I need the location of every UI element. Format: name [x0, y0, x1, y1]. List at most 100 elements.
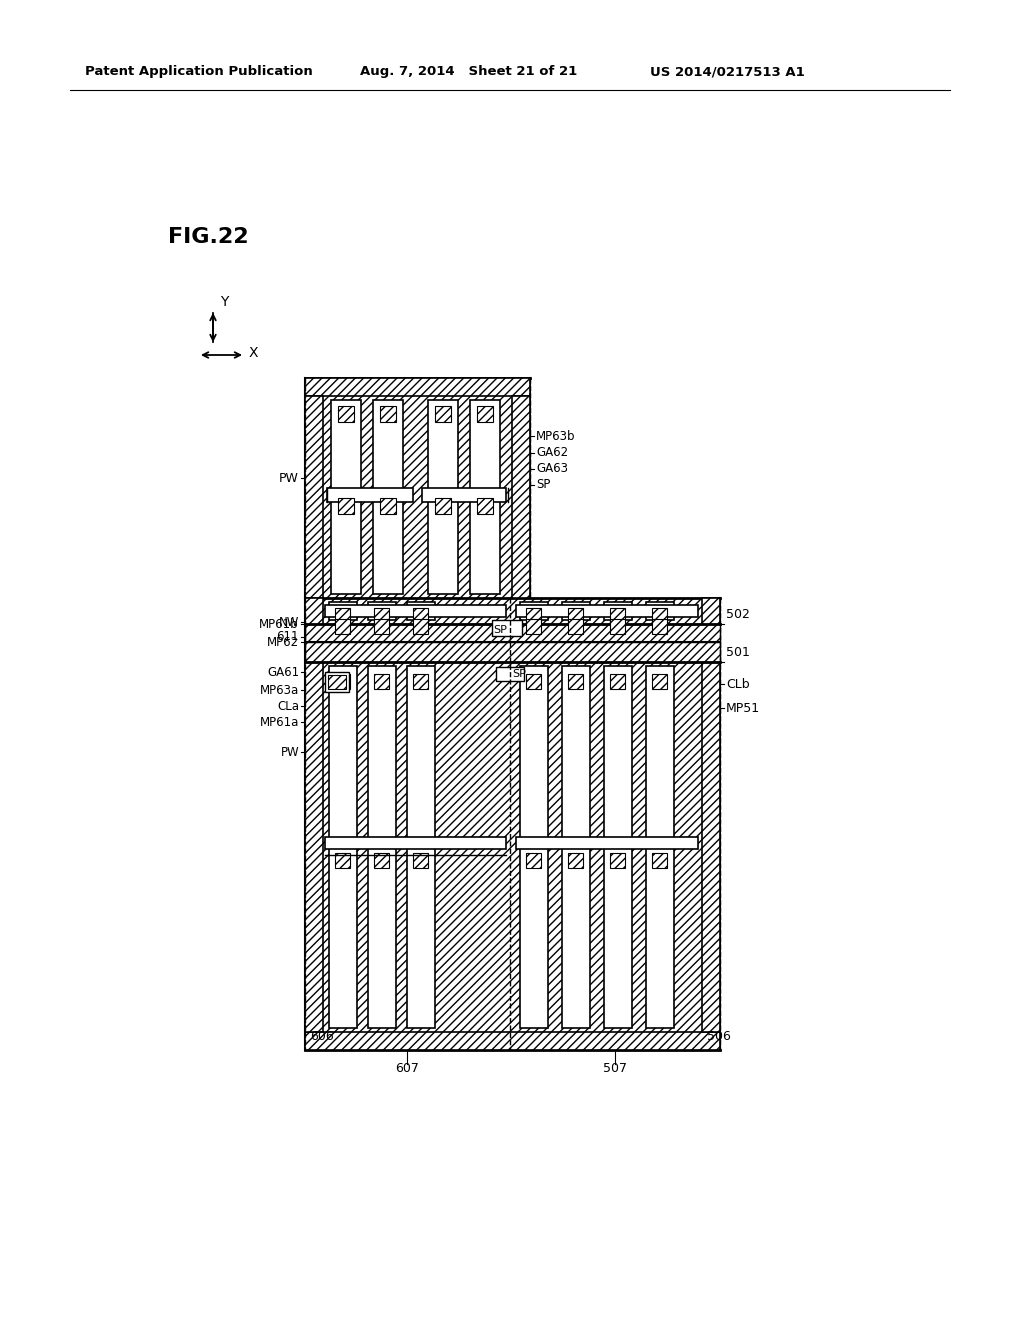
Text: MP61b: MP61b [259, 618, 299, 631]
Bar [413, 609, 428, 623]
Bar [470, 400, 500, 594]
Bar [610, 675, 625, 689]
Bar [510, 598, 702, 1032]
Text: 607: 607 [395, 1061, 419, 1074]
Bar [374, 609, 389, 623]
Text: 501: 501 [726, 647, 750, 660]
Bar [435, 498, 451, 513]
Text: MP61a: MP61a [260, 715, 299, 729]
Bar [652, 853, 667, 869]
Text: SP: SP [494, 624, 507, 635]
Text: CLa: CLa [278, 700, 299, 713]
Bar [652, 609, 667, 623]
Bar [305, 598, 323, 1032]
Bar [526, 609, 541, 623]
Bar [526, 619, 541, 634]
Text: MP63a: MP63a [260, 684, 299, 697]
Bar [373, 400, 403, 594]
Bar [646, 667, 674, 1028]
Bar [646, 602, 674, 620]
Text: GA62: GA62 [536, 446, 568, 459]
Bar [492, 620, 522, 636]
Text: MP63b: MP63b [536, 429, 575, 442]
Bar [325, 837, 506, 849]
Bar [435, 407, 451, 422]
Bar [496, 667, 524, 681]
Bar [477, 498, 493, 513]
Bar [380, 498, 396, 513]
Text: 611: 611 [276, 631, 299, 644]
Text: Aug. 7, 2014   Sheet 21 of 21: Aug. 7, 2014 Sheet 21 of 21 [360, 66, 578, 78]
Bar [305, 642, 720, 663]
Bar [327, 488, 413, 502]
Bar [526, 853, 541, 869]
Bar [329, 602, 357, 620]
Bar [305, 1032, 720, 1049]
Text: GA63: GA63 [536, 462, 568, 475]
Bar [325, 605, 506, 616]
Bar [374, 675, 389, 689]
Bar [428, 400, 458, 594]
Bar [328, 675, 346, 689]
Text: MP62: MP62 [267, 635, 299, 648]
Bar [407, 602, 435, 620]
Text: Patent Application Publication: Patent Application Publication [85, 66, 312, 78]
Bar [652, 675, 667, 689]
Bar [325, 672, 349, 692]
Text: GA61: GA61 [267, 665, 299, 678]
Bar [702, 598, 720, 1032]
Bar [335, 853, 350, 869]
Bar [374, 853, 389, 869]
Bar [335, 675, 350, 689]
Bar [335, 619, 350, 634]
Bar [305, 396, 323, 598]
Bar [380, 407, 396, 422]
Bar [512, 396, 530, 598]
Bar [413, 853, 428, 869]
Text: MP51: MP51 [726, 701, 760, 714]
Text: 502: 502 [726, 609, 750, 622]
Text: SP: SP [512, 669, 526, 678]
Bar [305, 624, 720, 642]
Text: NW: NW [279, 615, 299, 628]
Bar [568, 619, 583, 634]
Bar [368, 667, 396, 1028]
Bar [604, 667, 632, 1028]
Bar [520, 667, 548, 1028]
Text: US 2014/0217513 A1: US 2014/0217513 A1 [650, 66, 805, 78]
Bar [329, 667, 357, 1028]
Bar [568, 675, 583, 689]
Bar [562, 667, 590, 1028]
Text: X: X [249, 346, 258, 360]
Bar [407, 667, 435, 1028]
Bar [562, 602, 590, 620]
Bar [368, 602, 396, 620]
Text: 506: 506 [707, 1031, 731, 1044]
Bar [477, 407, 493, 422]
Bar [610, 609, 625, 623]
Bar [374, 619, 389, 634]
Bar [323, 396, 512, 598]
Bar [610, 619, 625, 634]
Text: CLb: CLb [726, 677, 750, 690]
Bar [610, 853, 625, 869]
Bar [331, 400, 361, 594]
Text: SP: SP [536, 479, 550, 491]
Bar [422, 488, 506, 502]
Bar [413, 675, 428, 689]
Bar [335, 609, 350, 623]
Bar [413, 619, 428, 634]
Text: FIG.22: FIG.22 [168, 227, 249, 247]
Text: PW: PW [280, 471, 299, 484]
Bar [604, 602, 632, 620]
Text: 606: 606 [310, 1031, 334, 1044]
Bar [652, 619, 667, 634]
Text: 507: 507 [603, 1061, 627, 1074]
Bar [526, 675, 541, 689]
Bar [568, 609, 583, 623]
Bar [516, 605, 698, 616]
Bar [338, 407, 354, 422]
Bar [323, 598, 510, 1032]
Bar [520, 602, 548, 620]
Bar [516, 837, 698, 849]
